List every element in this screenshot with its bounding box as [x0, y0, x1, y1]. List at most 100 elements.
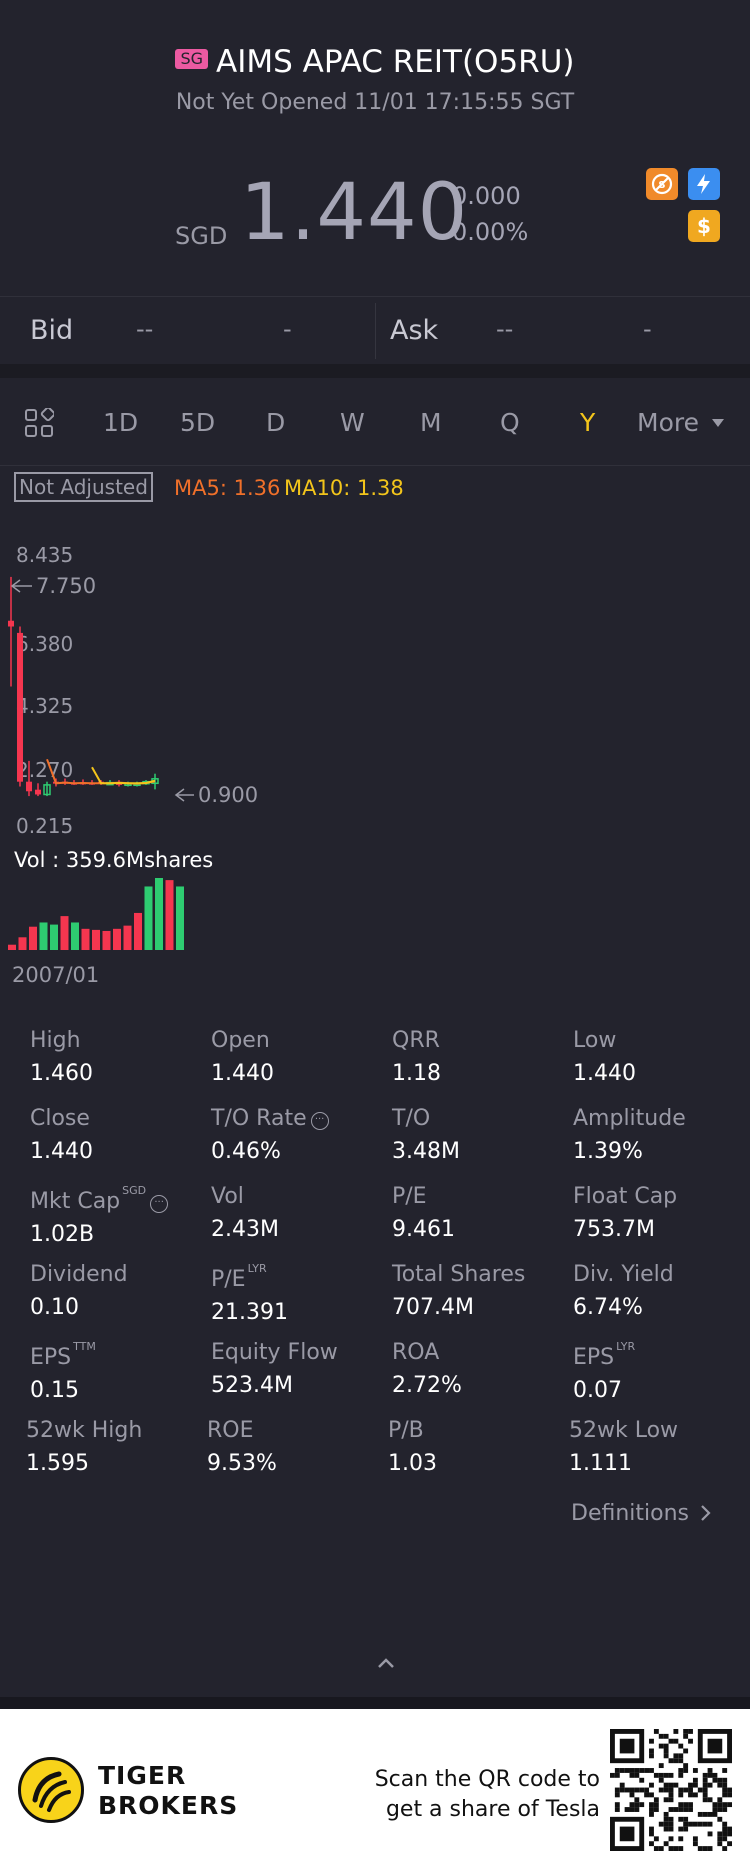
stat-cell: Total Shares 707.4M [392, 1262, 525, 1320]
stat-cell: T/O 3.48M [392, 1106, 460, 1164]
stat-cell: Float Cap 753.7M [573, 1184, 677, 1242]
promo-banner[interactable]: TIGER BROKERS Scan the QR code to get a … [0, 1709, 750, 1869]
no-short-sell-icon[interactable]: S [646, 168, 678, 200]
more-info-icon[interactable]: ··· [150, 1195, 169, 1213]
stat-superscript: TTM [73, 1340, 96, 1353]
candlestick-chart[interactable]: 7.750 0.900 [0, 540, 300, 960]
bid-label: Bid [30, 315, 74, 346]
stat-label: Dividend [30, 1262, 128, 1287]
stat-label: EPS TTM [30, 1340, 96, 1370]
stat-value: 9.53% [207, 1451, 277, 1476]
stat-value: 21.391 [211, 1300, 288, 1325]
tiger-logo-icon [18, 1757, 84, 1823]
currency-label: SGD [175, 222, 228, 250]
stat-label: QRR [392, 1028, 441, 1053]
tab-m[interactable]: M [420, 408, 442, 437]
stat-label-text: Dividend [30, 1262, 128, 1287]
stat-value: 1.39% [573, 1139, 643, 1164]
stat-cell: ROE 9.53% [207, 1418, 277, 1476]
stat-value: 1.02B [30, 1222, 95, 1247]
chevron-up-icon[interactable] [377, 1654, 395, 1672]
stat-cell: 52wk Low 1.111 [569, 1418, 678, 1476]
tab-d[interactable]: D [266, 408, 286, 437]
quote-header: SG AIMS APAC REIT(O5RU) Not Yet Opened 11… [0, 0, 750, 296]
candle-body [35, 789, 41, 795]
more-info-icon[interactable]: ··· [310, 1112, 329, 1130]
tab-q[interactable]: Q [500, 408, 520, 437]
stat-label: T/O Rate ··· [211, 1106, 329, 1131]
chevron-right-icon [701, 1505, 711, 1521]
stat-cell[interactable]: Mkt Cap SGD··· 1.02B [30, 1184, 169, 1247]
stat-label: EPS LYR [573, 1340, 635, 1370]
market-badge: SG [175, 49, 209, 69]
tab-y[interactable]: Y [580, 408, 596, 437]
stat-label: Mkt Cap SGD··· [30, 1184, 169, 1214]
stat-label-text: 52wk High [26, 1418, 143, 1443]
ask-size: - [643, 315, 652, 343]
stat-value: 9.461 [392, 1217, 455, 1242]
stat-value: 1.595 [26, 1451, 89, 1476]
stat-value: 753.7M [573, 1217, 655, 1242]
stat-cell: Dividend 0.10 [30, 1262, 128, 1320]
stat-cell: QRR 1.18 [392, 1028, 441, 1086]
stat-cell: Low 1.440 [573, 1028, 636, 1086]
stat-value: 3.48M [392, 1139, 460, 1164]
stat-cell: P/B 1.03 [388, 1418, 437, 1476]
qr-code[interactable] [610, 1729, 732, 1851]
stat-value: 1.440 [573, 1061, 636, 1086]
stat-label-text: Total Shares [392, 1262, 526, 1287]
stat-value: 707.4M [392, 1295, 474, 1320]
stat-cell: EPS LYR 0.07 [573, 1340, 635, 1403]
stat-label-text: Mkt Cap [30, 1189, 121, 1214]
tab-5d[interactable]: 5D [180, 408, 216, 437]
price-change-percent: 0.00% [452, 218, 529, 246]
stat-value: 0.07 [573, 1378, 622, 1403]
volume-bar [144, 886, 153, 950]
candle-body [17, 632, 23, 782]
tab-1d[interactable]: 1D [103, 408, 139, 437]
chart-start-date: 2007/01 [12, 963, 100, 987]
low-marker: 0.900 [174, 783, 258, 807]
adjustment-toggle[interactable]: Not Adjusted [14, 472, 153, 502]
tab-w[interactable]: W [340, 408, 365, 437]
stat-label-text: ROA [392, 1340, 440, 1365]
stat-label-text: P/B [388, 1418, 424, 1443]
footer-separator [0, 1697, 750, 1709]
stat-label-text: EPS [573, 1345, 615, 1370]
stat-cell: 52wk High 1.595 [26, 1418, 142, 1476]
dollar-icon[interactable]: $ [688, 210, 720, 242]
margin-lightning-icon[interactable] [688, 168, 720, 200]
stat-superscript: SGD [122, 1184, 147, 1197]
ma5-label: MA5: 1.36 [174, 476, 281, 500]
stat-label: Low [573, 1028, 636, 1053]
bid-price: -- [136, 315, 154, 343]
stat-label: Amplitude [573, 1106, 686, 1131]
promo-text-line1: Scan the QR code to [374, 1767, 600, 1792]
high-marker-label: 7.750 [36, 574, 96, 598]
volume-bar [92, 929, 100, 950]
stat-value: 1.440 [30, 1139, 93, 1164]
stat-label-text: Low [573, 1028, 617, 1053]
ask-label: Ask [390, 315, 439, 346]
stat-value: 1.460 [30, 1061, 93, 1086]
stat-label: P/E [392, 1184, 455, 1209]
stat-label: P/B [388, 1418, 437, 1443]
stat-label-text: High [30, 1028, 81, 1053]
ma10-line [91, 766, 156, 785]
tab-more[interactable]: More [637, 408, 725, 437]
definitions-link[interactable]: Definitions [571, 1501, 712, 1526]
definitions-label: Definitions [571, 1501, 689, 1526]
stat-value: 0.15 [30, 1378, 79, 1403]
stat-cell[interactable]: T/O Rate ··· 0.46% [211, 1106, 329, 1164]
stat-value: 0.46% [211, 1139, 281, 1164]
y-axis-label-2: 6.380 [16, 632, 74, 656]
grid-layout-icon[interactable] [24, 408, 54, 438]
volume-bar [123, 925, 132, 950]
stat-label-text: Equity Flow [211, 1340, 338, 1365]
stat-cell: Div. Yield 6.74% [573, 1262, 674, 1320]
stat-label-text: Amplitude [573, 1106, 686, 1131]
stat-superscript: LYR [616, 1340, 636, 1353]
stat-label-text: T/O Rate [211, 1106, 307, 1131]
y-axis-label-bottom: 0.215 [16, 814, 74, 838]
stat-value: 1.440 [211, 1061, 274, 1086]
